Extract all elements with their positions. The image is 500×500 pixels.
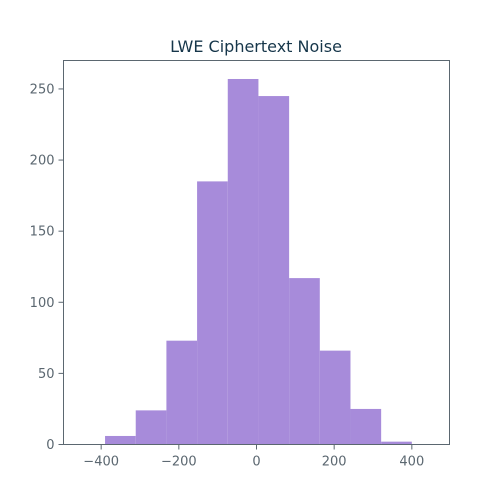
histogram-bar-3	[166, 340, 198, 445]
chart-title: LWE Ciphertext Noise	[170, 37, 342, 56]
y-tick-label: 0	[46, 438, 54, 453]
y-tick-label: 100	[30, 296, 55, 311]
x-tick-label: 0	[252, 455, 260, 470]
y-tick-label: 150	[30, 225, 55, 240]
y-axis: 0 50 100 150 200 250	[30, 82, 64, 453]
y-tick-label: 200	[30, 154, 55, 169]
histogram-bar-8	[319, 350, 351, 445]
histogram-bar-5	[227, 78, 259, 445]
histogram-bar-7	[289, 278, 320, 445]
histogram-bar-2	[135, 410, 167, 445]
histogram-bar-9	[350, 408, 382, 445]
x-tick-label: 200	[322, 455, 347, 470]
x-axis: −400 −200 0 200 400	[83, 444, 424, 470]
x-tick-label: 400	[399, 455, 424, 470]
histogram-bar-1	[105, 435, 136, 445]
x-tick-label: −200	[161, 455, 197, 470]
histogram-bar-6	[258, 96, 290, 445]
bars-group	[105, 78, 412, 445]
histogram-bar-4	[197, 181, 228, 445]
x-tick-label: −400	[83, 455, 119, 470]
histogram-bar-10	[381, 441, 412, 445]
y-tick-label: 50	[38, 367, 55, 382]
y-tick-label: 250	[30, 82, 55, 97]
